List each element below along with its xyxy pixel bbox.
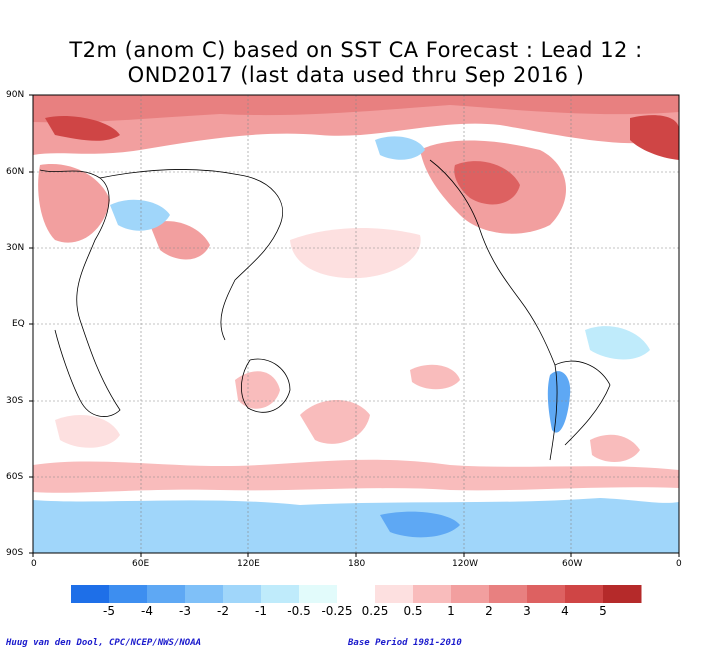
- tropical-atlantic-cold: [585, 326, 650, 360]
- africa-warm: [55, 415, 120, 448]
- south-pacific-warm: [300, 400, 370, 444]
- colorbar-tick-label: 5: [599, 604, 607, 618]
- colorbar-swatch: [109, 585, 148, 603]
- colorbar-tick-label: 0.5: [403, 604, 423, 618]
- colorbar-tick-label: -1: [255, 604, 267, 618]
- south-america-cold: [547, 371, 571, 433]
- east-asia-warm: [150, 221, 210, 260]
- bering-cold: [375, 136, 425, 160]
- title-line-2: OND2017 (last data used thru Sep 2016 ): [127, 63, 585, 87]
- coastlines: [39, 159, 611, 461]
- east-pacific-warm: [410, 364, 460, 390]
- colorbar-swatch: [527, 585, 566, 603]
- lat-label-30n: 30N: [6, 243, 25, 253]
- lat-label-60n: 60N: [6, 167, 25, 177]
- colorbar-tick-label: 1: [447, 604, 455, 618]
- colorbar-tick-label: 2: [485, 604, 493, 618]
- colorbar-swatch: [375, 585, 414, 603]
- colorbar-tick-label: -4: [141, 604, 153, 618]
- australia-warm: [235, 371, 280, 409]
- siberia-warm: [45, 115, 120, 141]
- lon-label-120e: 120E: [237, 559, 260, 569]
- colorbar-swatch: [299, 585, 338, 603]
- colorbar-swatch: [185, 585, 224, 603]
- colorbar-swatch: [223, 585, 262, 603]
- colorbar-swatch: [565, 585, 604, 603]
- lat-label-90n: 90N: [6, 90, 25, 100]
- colorbar-tick-label: 3: [523, 604, 531, 618]
- lon-label-0: 0: [31, 559, 37, 569]
- colorbar-tick-label: -3: [179, 604, 191, 618]
- colorbar-tick-label: -2: [217, 604, 229, 618]
- lon-label-60e: 60E: [132, 559, 150, 569]
- colorbar-swatch: [71, 585, 110, 603]
- gridlines: [33, 95, 679, 553]
- colorbar-tick-label: 4: [561, 604, 569, 618]
- north-atlantic-warm: [630, 115, 679, 160]
- colorbar-swatch: [337, 585, 376, 603]
- lon-label-120w: 120W: [452, 559, 479, 569]
- central-asia-cold: [110, 199, 170, 231]
- antarctic-cold-core: [380, 511, 460, 538]
- lon-label-0-east: 0: [676, 559, 682, 569]
- lat-label-eq: EQ: [12, 319, 25, 329]
- colorbar-swatch: [413, 585, 452, 603]
- lon-label-180: 180: [348, 559, 366, 569]
- colorbar-swatch: [147, 585, 186, 603]
- south-atlantic-warm: [590, 434, 640, 462]
- colorbar-swatch: [603, 585, 642, 603]
- lat-label-90s: 90S: [6, 548, 24, 558]
- colorbar-swatch: [489, 585, 528, 603]
- credit-right: Base Period 1981-2010: [348, 638, 462, 648]
- colorbar-swatch: [261, 585, 300, 603]
- colorbar-tick-label: -0.25: [321, 604, 353, 618]
- colorbar-tick-label: -5: [103, 604, 115, 618]
- colorbar-swatch: [451, 585, 490, 603]
- lat-label-30s: 30S: [6, 396, 24, 406]
- europe-warm: [38, 164, 110, 243]
- lon-label-60w: 60W: [562, 559, 583, 569]
- colorbar-tick-label: 0.25: [361, 604, 389, 618]
- title-line-1: T2m (anom C) based on SST CA Forecast : …: [69, 38, 643, 62]
- antarctic-cold: [33, 498, 679, 553]
- lat-label-60s: 60S: [6, 472, 24, 482]
- axis-ticks: [29, 94, 680, 557]
- credit-left: Huug van den Dool, CPC/NCEP/NWS/NOAA: [6, 638, 202, 648]
- north-pacific-warm: [290, 228, 421, 279]
- colorbar-tick-label: -0.5: [287, 604, 311, 618]
